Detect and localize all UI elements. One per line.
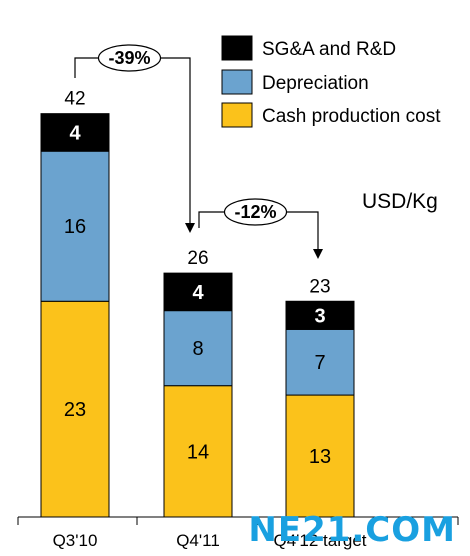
data-label-cash-cost-2: 13	[309, 446, 331, 468]
totals-group: 42 26 23	[64, 89, 330, 298]
category-label-2: Q4'12 target	[273, 531, 366, 550]
legend-swatch-sga	[221, 35, 253, 61]
data-label-depreciation-0: 16	[64, 216, 86, 238]
category-label-1: Q4'11	[176, 531, 220, 550]
legend-label-cash-cost: Cash production cost	[262, 106, 441, 127]
bars-group: 23 16 4 14 8 4 13 7 3	[40, 113, 355, 518]
total-label-2: 23	[309, 276, 330, 297]
bar-segment-cash-cost-0	[40, 300, 110, 518]
legend-swatch-depreciation	[221, 69, 253, 95]
data-label-sga-0: 4	[69, 122, 81, 144]
legend: SG&A and R&D Depreciation Cash productio…	[221, 35, 441, 128]
data-label-depreciation-1: 8	[192, 338, 203, 360]
data-label-sga-1: 4	[192, 282, 204, 304]
change-pill-0	[97, 44, 162, 72]
data-label-cash-cost-1: 14	[187, 441, 209, 463]
bar-segment-depreciation-2	[285, 328, 355, 396]
category-label-0: Q3'10	[53, 531, 98, 550]
change-pill-1	[223, 198, 288, 226]
legend-label-sga: SG&A and R&D	[262, 39, 396, 60]
legend-swatch-cash-cost	[221, 102, 253, 128]
change-annotations: -39% -12%	[74, 44, 323, 259]
data-label-sga-2: 3	[314, 305, 325, 327]
bar-segment-sga-0	[40, 113, 110, 152]
bar-segment-depreciation-0	[40, 150, 110, 302]
total-label-1: 26	[187, 248, 208, 269]
legend-label-depreciation: Depreciation	[262, 73, 369, 94]
change-label-1: -12%	[234, 202, 276, 222]
bar-segment-depreciation-1	[163, 310, 233, 387]
category-labels: Q3'10 Q4'11 Q4'12 target	[53, 531, 367, 550]
data-label-cash-cost-0: 23	[64, 399, 86, 421]
bar-segment-sga-2	[285, 300, 355, 330]
unit-label: USD/Kg	[362, 190, 438, 213]
watermark-logo: NE21.COM	[248, 510, 456, 550]
bar-segment-cash-cost-1	[163, 385, 233, 518]
data-label-depreciation-2: 7	[314, 352, 325, 374]
total-label-0: 42	[64, 89, 85, 110]
x-axis-ticks	[17, 517, 459, 525]
bar-segment-sga-1	[163, 272, 233, 312]
change-label-0: -39%	[108, 48, 150, 68]
